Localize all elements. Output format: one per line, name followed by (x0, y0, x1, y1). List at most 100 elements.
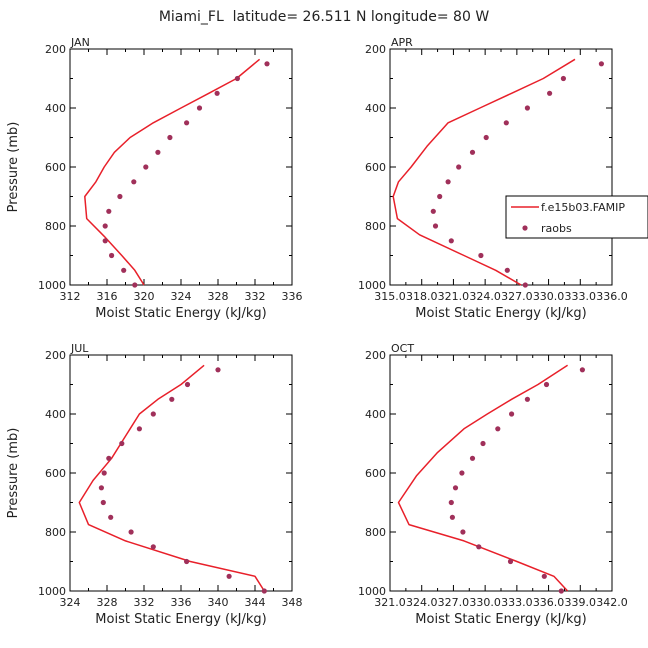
model-profile-line-jan (84, 58, 261, 286)
obs-point-jan (143, 164, 149, 170)
obs-point-jul (136, 426, 142, 432)
y-tick-label: 400 (45, 102, 66, 115)
obs-point-oct (541, 573, 547, 579)
obs-point-jul (108, 514, 114, 520)
x-tick-label: 348 (282, 596, 303, 609)
x-tick-label: 339.0 (565, 596, 597, 609)
y-tick-label: 400 (365, 102, 386, 115)
plot-frame (69, 48, 293, 286)
x-tick-label: 327.0 (438, 596, 470, 609)
obs-point-oct (509, 411, 515, 417)
panel-label: JAN (70, 36, 90, 49)
obs-point-apr (430, 208, 436, 214)
legend-label-obs: raobs (541, 222, 572, 235)
y-tick-label: 600 (45, 161, 66, 174)
obs-point-jan (155, 149, 161, 155)
obs-point-oct (448, 499, 454, 506)
obs-point-jul (150, 411, 156, 417)
x-tick-label: 324 (171, 290, 192, 303)
obs-point-apr (524, 105, 531, 111)
x-tick-label: 336 (171, 596, 192, 609)
x-tick-label: 324.0 (406, 596, 438, 609)
obs-point-jul (150, 544, 156, 550)
obs-point-oct (452, 485, 459, 491)
obs-point-jan (117, 193, 123, 200)
panel-label: OCT (391, 342, 414, 355)
obs-point-jan (106, 208, 112, 214)
y-tick-label: 1000 (358, 279, 386, 292)
obs-point-apr (503, 120, 509, 126)
y-tick-label: 200 (365, 349, 386, 362)
obs-point-oct (449, 514, 455, 520)
obs-point-jan (121, 267, 127, 273)
x-tick-label: 340 (208, 596, 229, 609)
y-tick-label: 1000 (38, 585, 66, 598)
legend-box (505, 195, 648, 239)
obs-point-apr (560, 75, 567, 82)
y-tick-label: 800 (45, 526, 66, 539)
plot-frame (389, 48, 613, 286)
obs-point-jan (184, 120, 190, 126)
obs-point-jul (169, 396, 175, 402)
obs-point-apr (522, 282, 528, 288)
obs-point-oct (524, 396, 531, 402)
obs-point-jul (101, 470, 107, 476)
x-tick-label: 327.0 (501, 290, 533, 303)
obs-point-oct (459, 470, 465, 476)
x-tick-label: 312 (60, 290, 81, 303)
obs-point-apr (432, 223, 439, 229)
obs-point-jul (106, 455, 112, 461)
model-profile-line-oct (397, 364, 569, 592)
x-tick-label: 332 (245, 290, 266, 303)
x-tick-label: 316 (97, 290, 118, 303)
obs-point-jul (119, 440, 125, 447)
obs-point-jul (261, 588, 267, 594)
obs-point-jan (132, 282, 138, 288)
obs-point-jan (102, 223, 108, 229)
y-axis-label: Pressure (mb) (6, 122, 21, 213)
y-tick-label: 200 (45, 349, 66, 362)
y-tick-label: 600 (45, 467, 66, 480)
x-tick-label: 328 (97, 596, 118, 609)
x-tick-label: 336.0 (596, 290, 628, 303)
obs-point-jul (184, 381, 191, 388)
x-tick-label: 315.0 (374, 290, 406, 303)
x-tick-label: 330.0 (533, 290, 565, 303)
x-tick-label: 332 (134, 596, 155, 609)
legend-point-swatch (522, 225, 528, 231)
obs-point-oct (476, 544, 482, 550)
y-tick-label: 600 (365, 161, 386, 174)
obs-point-jan (102, 238, 108, 244)
obs-point-jan (214, 90, 220, 96)
legend: f.e15b03.FAMIP raobs (505, 195, 648, 239)
x-tick-label: 324.0 (469, 290, 501, 303)
x-tick-label: 333.0 (501, 596, 533, 609)
x-tick-label: 344 (245, 596, 266, 609)
y-tick-label: 200 (365, 43, 386, 56)
obs-point-oct (480, 440, 486, 447)
obs-point-jul (184, 558, 190, 565)
obs-point-apr (445, 179, 451, 185)
obs-point-apr (598, 61, 605, 67)
y-tick-label: 1000 (358, 585, 386, 598)
obs-point-jan (234, 75, 240, 82)
x-tick-label: 336 (282, 290, 303, 303)
model-profile-line-apr (392, 58, 576, 286)
obs-point-apr (504, 267, 510, 273)
x-tick-label: 336.0 (533, 596, 565, 609)
obs-point-apr (547, 90, 553, 96)
y-tick-label: 600 (365, 467, 386, 480)
obs-point-apr (456, 164, 462, 170)
obs-point-apr (437, 193, 443, 200)
y-tick-label: 400 (365, 408, 386, 421)
legend-label-model: f.e15b03.FAMIP (541, 201, 625, 214)
panel-label: APR (391, 36, 413, 49)
x-tick-label: 328 (208, 290, 229, 303)
x-tick-label: 320 (134, 290, 155, 303)
x-axis-label: Moist Static Energy (kJ/kg) (95, 612, 266, 627)
y-tick-label: 800 (365, 526, 386, 539)
